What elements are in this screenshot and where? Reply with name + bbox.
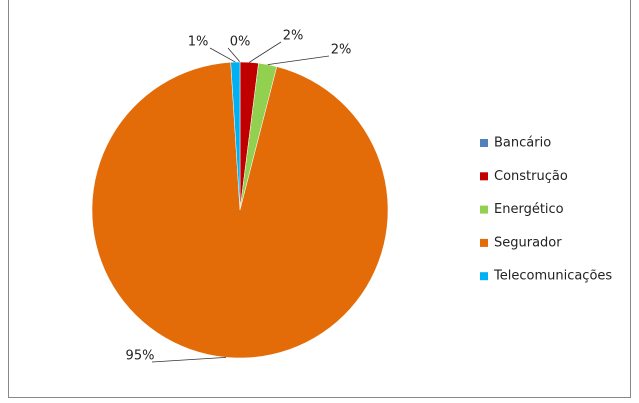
leader-line <box>249 41 282 63</box>
legend-swatch <box>480 139 488 147</box>
legend-label: Construção <box>494 169 568 184</box>
leader-line <box>151 356 227 363</box>
legend-swatch <box>480 238 488 247</box>
legend-label: Energético <box>494 202 564 217</box>
legend-label: Bancário <box>494 136 551 151</box>
leader-line <box>267 55 330 66</box>
legend-swatch <box>480 205 488 214</box>
legend-label: Telecomunicações <box>493 269 612 284</box>
data-label: 0% <box>230 35 251 50</box>
leader-line <box>209 47 236 63</box>
legend-swatch <box>480 272 488 281</box>
leader-line <box>227 47 241 63</box>
data-label: 95% <box>126 349 155 364</box>
legend-swatch <box>480 172 488 181</box>
data-label: 1% <box>188 35 209 50</box>
legend-label: Segurador <box>494 235 562 250</box>
data-label: 2% <box>331 43 352 58</box>
data-label: 2% <box>283 29 304 44</box>
